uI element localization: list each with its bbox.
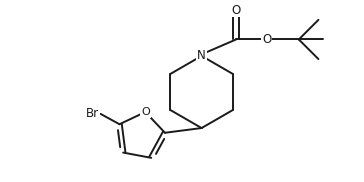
Text: Br: Br (86, 107, 99, 120)
Text: N: N (197, 50, 206, 62)
Text: O: O (232, 4, 241, 17)
Text: O: O (262, 33, 271, 46)
Text: O: O (141, 107, 150, 117)
